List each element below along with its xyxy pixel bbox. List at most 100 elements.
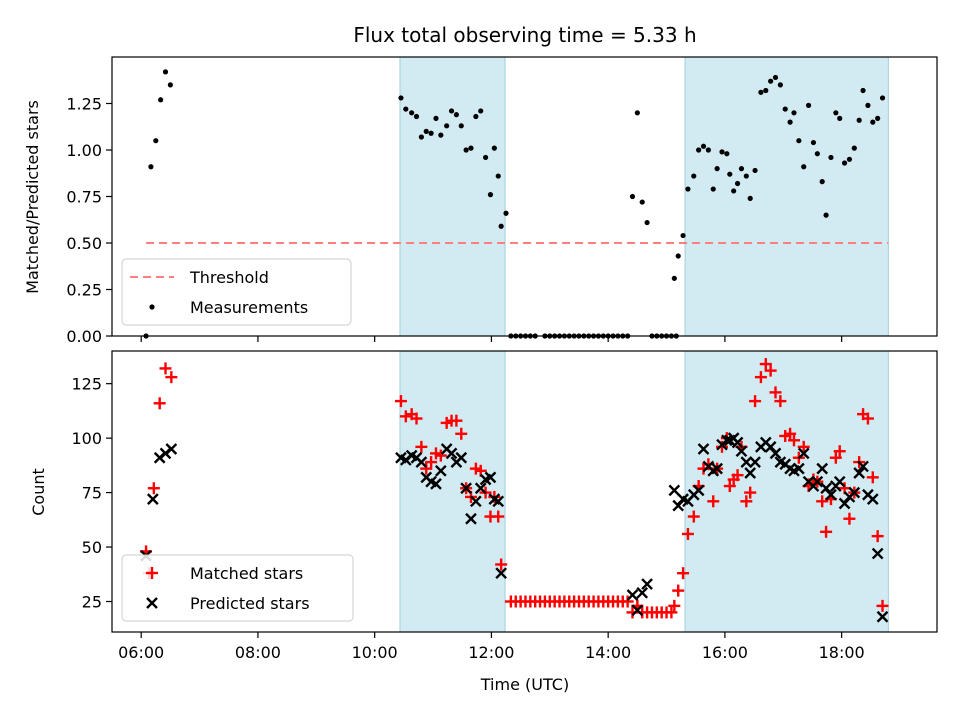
measurement-point: [444, 123, 450, 129]
measurement-point: [865, 102, 871, 108]
measurement-point: [644, 219, 650, 226]
measurement-point: [675, 253, 681, 259]
measurement-point: [791, 110, 797, 116]
predicted-star-point: [735, 445, 748, 458]
matched-star-point: [399, 410, 412, 423]
matched-star-point: [665, 606, 678, 619]
matched-star-point: [843, 512, 856, 525]
measurement-point: [418, 134, 424, 140]
measurement-point: [482, 154, 489, 161]
measurement-point: [810, 139, 817, 146]
matched-star-point: [394, 395, 407, 408]
measurement-point: [448, 108, 455, 114]
matched-star-point: [820, 525, 833, 538]
matched-star-point: [681, 527, 694, 540]
top-y-ticks: 0.00 0.25 0.50 0.75 1.00 1.25: [66, 95, 112, 346]
predicted-star-point: [492, 495, 505, 508]
measurement-point: [724, 151, 730, 157]
measurement-point: [841, 160, 848, 166]
bottom-y-axis-label: Count: [29, 468, 48, 516]
legend-predicted-swatch: [146, 597, 158, 609]
measurement-point: [700, 143, 707, 149]
predicted-star-point: [692, 484, 705, 497]
y-tick-label: 25: [82, 593, 102, 612]
predicted-star-point: [460, 482, 472, 495]
measurement-point: [719, 149, 725, 155]
measurement-point: [491, 145, 497, 151]
bottom-y-ticks: 25 50 75 100 125: [71, 375, 112, 612]
measurement-point: [727, 171, 733, 177]
top-panel: 0.00 0.25 0.50 0.75 1.00 1.25 Matched/Predict…: [23, 56, 938, 346]
matched-star-point: [621, 595, 634, 608]
bottom-plot-frame: [111, 350, 938, 633]
measurement-point: [438, 132, 444, 138]
legend-measurements-swatch: [149, 304, 155, 310]
measurement-point: [398, 95, 404, 101]
measurement-point: [428, 130, 434, 136]
measurement-point: [758, 89, 764, 95]
measurement-point: [777, 82, 783, 88]
predicted-star-point: [711, 462, 723, 475]
matched-star-point: [764, 364, 777, 377]
predicted-star-point: [866, 493, 879, 505]
y-tick-label: 100: [71, 429, 102, 448]
predicted-star-point: [165, 443, 178, 455]
x-tick-label: 06:00: [118, 643, 164, 662]
bottom-panel: 25 50 75 100 125 06:00 08:00 10:00 12:00 14:00 16…: [29, 350, 938, 694]
predicted-star-point: [857, 460, 869, 473]
matched-star-point: [153, 397, 166, 410]
predicted-star-point: [811, 475, 824, 488]
measurement-point: [153, 138, 159, 144]
predicted-star-point: [636, 586, 649, 599]
matched-star-point: [754, 371, 767, 384]
predicted-star-point: [415, 456, 428, 468]
matched-star-point: [861, 412, 874, 425]
chart-title: Flux total observing time = 5.33 h: [353, 23, 696, 47]
matched-star-point: [744, 486, 757, 499]
matched-star-point: [715, 440, 728, 453]
measurement-point: [463, 147, 469, 153]
matched-star-point: [866, 471, 879, 484]
matched-star-point: [876, 599, 889, 612]
matched-star-point: [425, 456, 438, 469]
matched-star-point: [165, 371, 178, 384]
x-tick-label: 08:00: [235, 643, 281, 662]
measurement-point: [747, 195, 753, 201]
measurement-point: [856, 117, 862, 123]
measurement-point: [162, 69, 169, 75]
predicted-star-point: [465, 512, 477, 525]
measurement-point: [828, 154, 834, 161]
measurement-point: [680, 232, 686, 239]
matched-star-point: [687, 510, 700, 523]
x-tick-label: 14:00: [585, 643, 631, 662]
matched-star-point: [731, 469, 744, 482]
measurement-point: [458, 123, 464, 129]
measurement-point: [423, 128, 429, 134]
matched-star-point: [749, 395, 762, 408]
matched-star-point: [833, 445, 846, 458]
matched-star-point: [147, 482, 160, 495]
matched-star-point: [492, 510, 505, 523]
predicted-star-point: [631, 604, 644, 617]
measurement-point: [498, 223, 504, 229]
matched-star-point: [668, 599, 681, 612]
measurement-point: [158, 97, 164, 103]
predicted-stars-series: [140, 432, 889, 623]
predicted-star-point: [749, 456, 761, 468]
matched-star-point: [410, 412, 423, 425]
top-legend: Threshold Measurements: [121, 258, 352, 326]
y-tick-label: 0.75: [66, 188, 102, 207]
predicted-star-point: [816, 462, 829, 475]
matched-star-point: [677, 567, 690, 580]
x-axis-label: Time (UTC): [480, 675, 569, 694]
bottom-x-ticks: 06:00 08:00 10:00 12:00 14:00 16:00 18:00: [118, 632, 865, 662]
bottom-legend: Matched stars Predicted stars: [121, 554, 354, 622]
measurement-point: [782, 106, 788, 112]
measurement-point: [409, 110, 415, 116]
measurement-point: [796, 138, 802, 144]
x-tick-label: 12:00: [468, 643, 514, 662]
matched-star-point: [829, 451, 842, 464]
y-tick-label: 1.25: [66, 95, 102, 114]
predicted-star-point: [853, 467, 866, 479]
y-tick-label: 125: [71, 375, 102, 394]
